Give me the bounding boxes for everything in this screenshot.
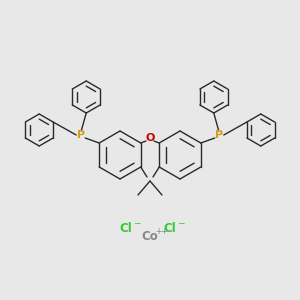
Text: ++: ++ (156, 227, 168, 236)
Text: −: − (177, 218, 185, 227)
Text: P: P (77, 130, 85, 140)
Text: Co: Co (142, 230, 158, 244)
Text: P: P (215, 130, 223, 140)
Text: Cl: Cl (120, 221, 132, 235)
Text: Cl: Cl (164, 221, 176, 235)
Text: −: − (133, 218, 141, 227)
Text: O: O (145, 133, 155, 143)
